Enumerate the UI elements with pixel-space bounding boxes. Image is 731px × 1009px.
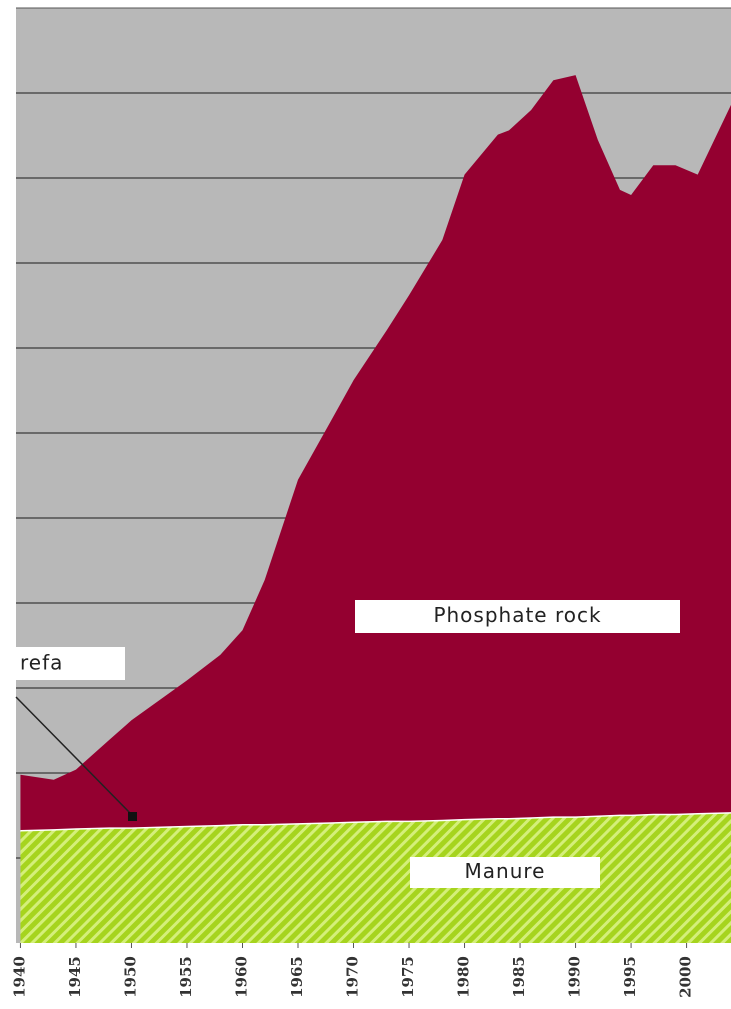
x-tick-label: 1950 <box>121 956 139 998</box>
annotation-arrow <box>15 696 134 817</box>
series-label: Phosphate rock <box>433 603 601 627</box>
x-tick-label: 1985 <box>510 956 528 998</box>
series-label-box <box>355 600 680 633</box>
x-tick-label: 1965 <box>288 956 306 998</box>
x-tick-label: 1955 <box>177 956 195 998</box>
area <box>20 75 731 830</box>
annotation-box <box>16 647 125 680</box>
x-tick-label: 1990 <box>566 956 584 998</box>
area <box>20 812 731 943</box>
series-label: Manure <box>465 859 546 883</box>
series-label-box <box>410 857 600 888</box>
x-tick-label: 1970 <box>344 956 362 998</box>
x-tick-label: 1995 <box>621 956 639 998</box>
x-tick-label: 1945 <box>66 956 84 998</box>
x-tick-label: 1960 <box>232 956 250 998</box>
annotation: refa <box>20 651 63 675</box>
x-tick-label: 1940 <box>10 956 28 998</box>
x-tick-label: 2000 <box>677 956 695 998</box>
annotation-arrowhead <box>128 812 137 821</box>
x-tick-label: 1980 <box>455 956 473 998</box>
x-tick-label: 1975 <box>399 956 417 998</box>
